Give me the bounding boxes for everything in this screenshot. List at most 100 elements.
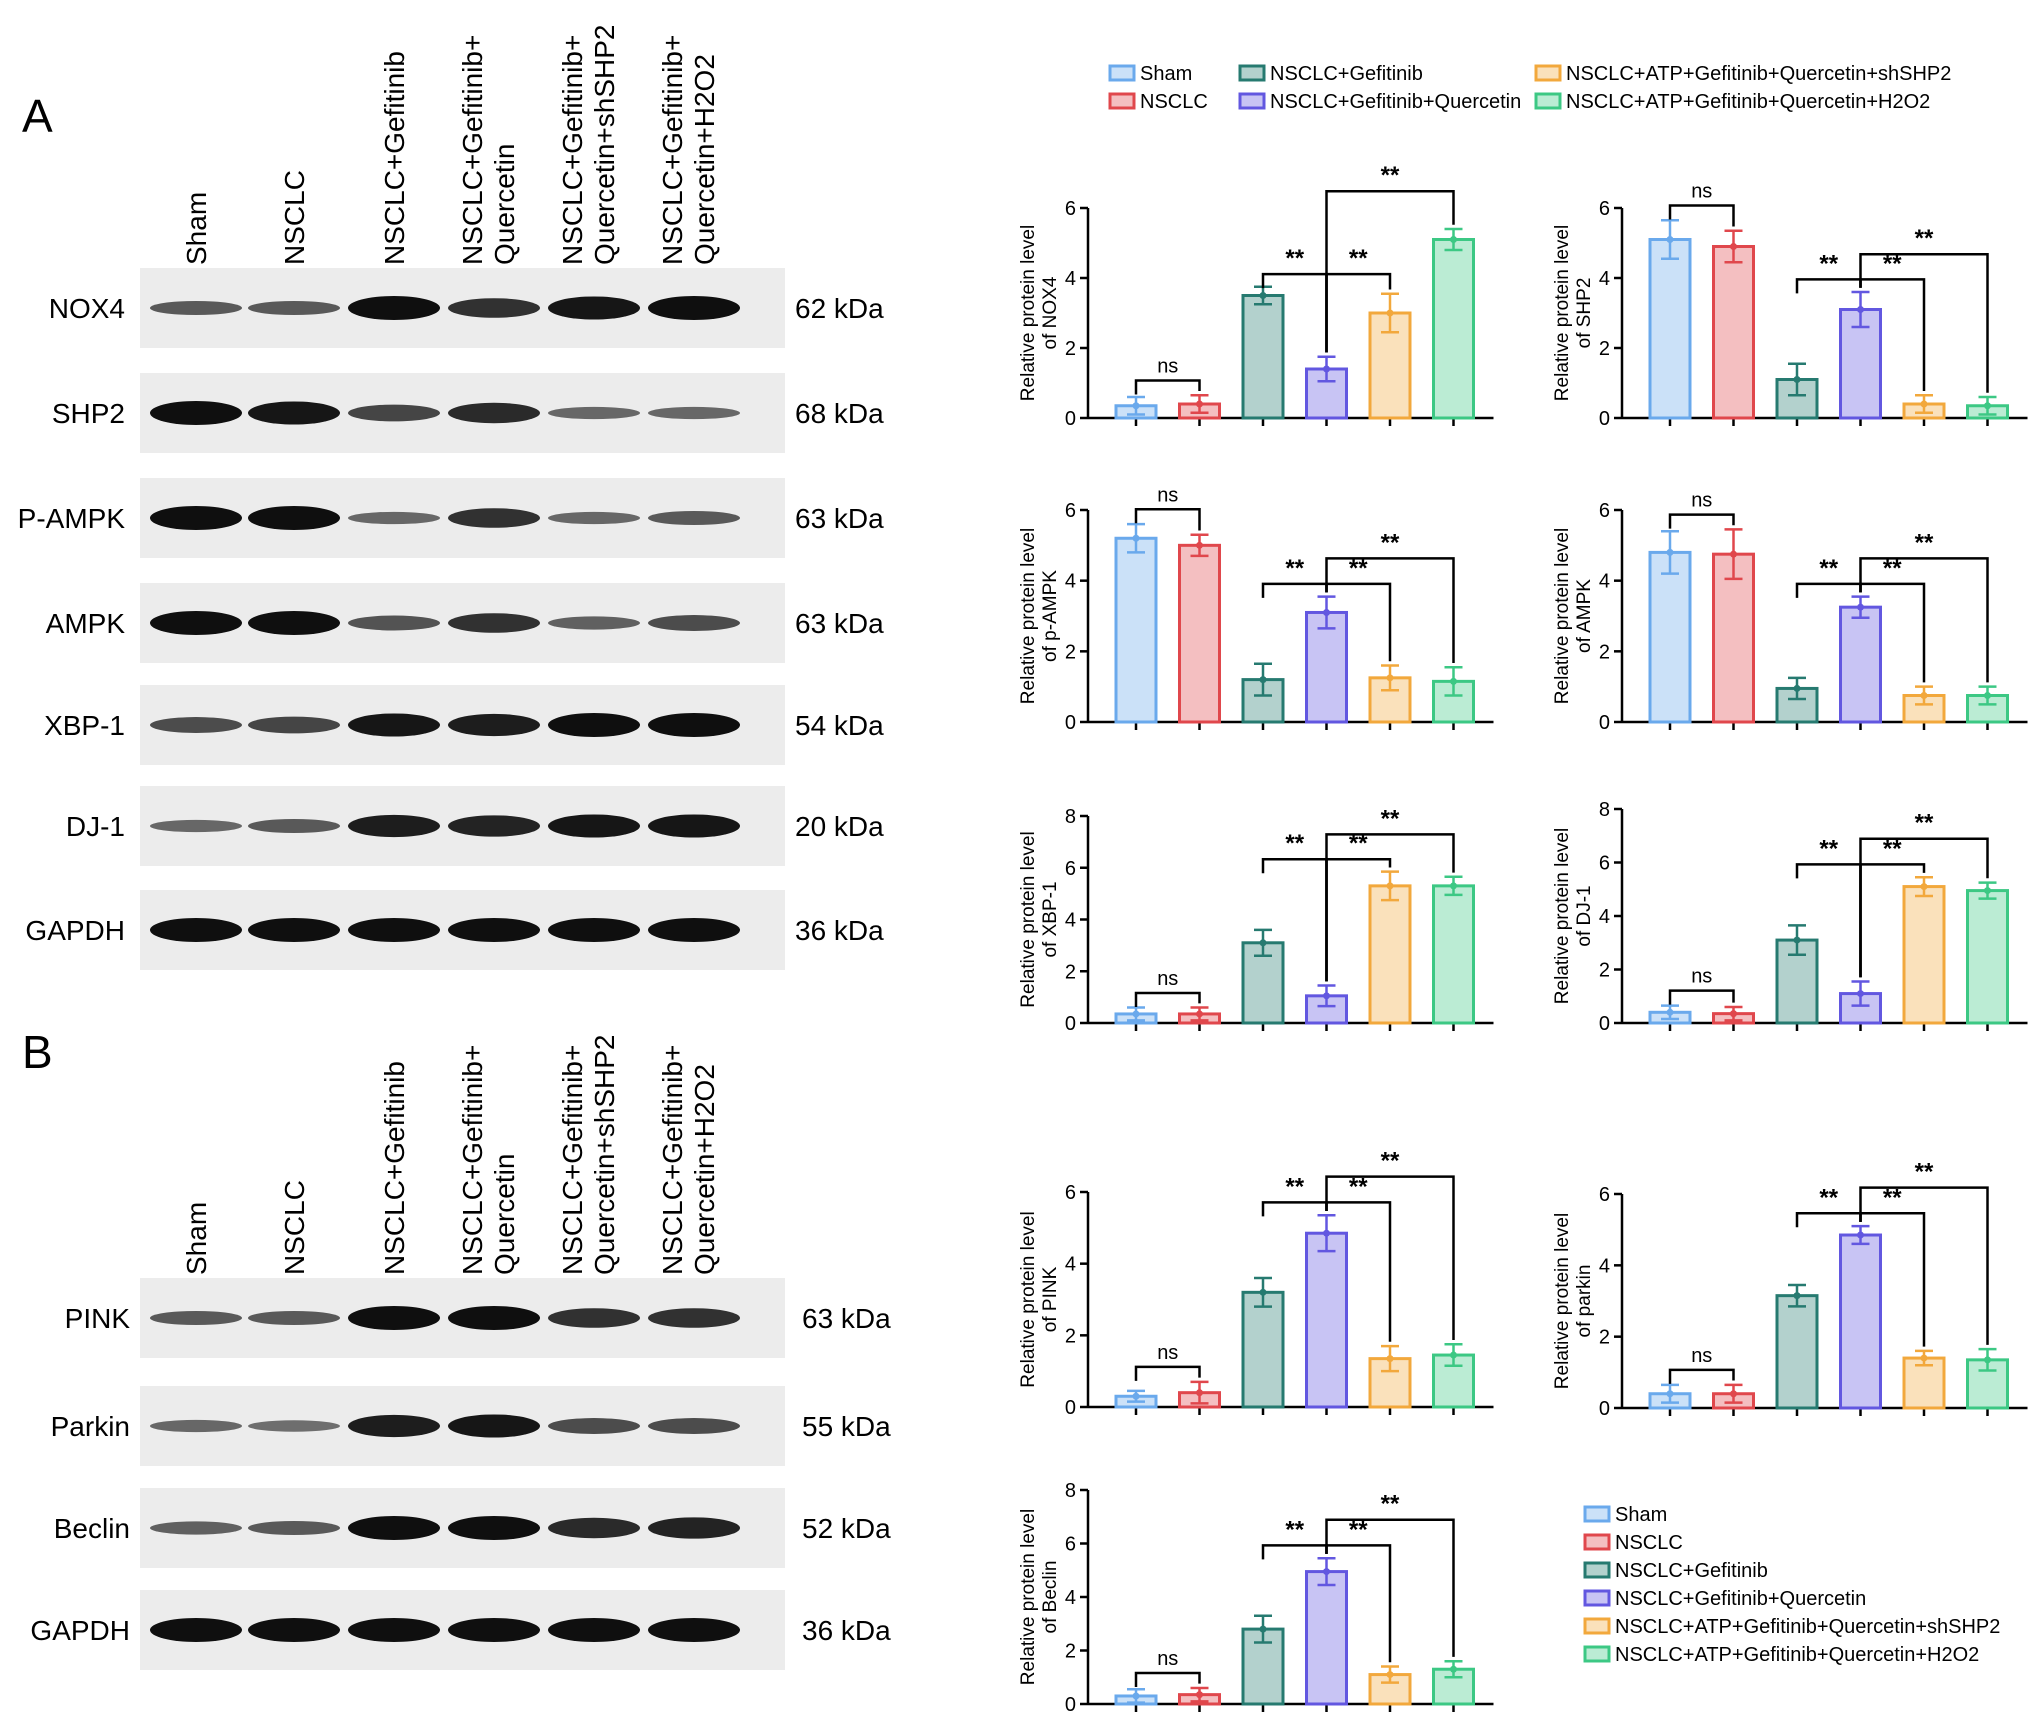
bar-0 xyxy=(1114,536,1158,724)
mean-point xyxy=(1793,1292,1801,1300)
significance-label: ** xyxy=(1381,529,1400,556)
significance-label: ** xyxy=(1381,805,1400,832)
band xyxy=(448,508,540,528)
band xyxy=(448,298,540,318)
bar-0 xyxy=(1648,238,1692,420)
y-tick-label: 6 xyxy=(1065,858,1076,880)
bar-1 xyxy=(1712,552,1755,724)
y-tick-label: 6 xyxy=(1599,1184,1610,1206)
bar-5 xyxy=(1432,238,1475,420)
mean-point xyxy=(1857,990,1864,998)
mean-point xyxy=(1386,1355,1394,1363)
y-axis-label-line: Relative protein level xyxy=(1018,1509,1039,1685)
mean-point xyxy=(1920,883,1928,891)
significance-label: ns xyxy=(1157,484,1178,506)
protein-label-dj-1: DJ-1 xyxy=(66,811,125,842)
mean-point xyxy=(1259,292,1267,299)
significance-label: ** xyxy=(1819,1184,1838,1211)
lane-label-line: Sham xyxy=(181,192,212,265)
bar-3 xyxy=(1839,605,1882,724)
mean-point xyxy=(1450,677,1457,685)
mean-point xyxy=(1450,236,1457,243)
legend-swatch xyxy=(1534,64,1562,82)
band xyxy=(348,296,440,320)
y-axis-label-line: of SHP2 xyxy=(1574,278,1595,349)
y-axis-label: Relative protein levelof XBP-1 xyxy=(1018,831,1061,1007)
significance-label: ** xyxy=(1915,529,1934,556)
kda-label: 55 kDa xyxy=(802,1411,891,1442)
band xyxy=(248,401,340,425)
kda-label: 68 kDa xyxy=(795,398,884,429)
y-axis-label-line: of p-AMPK xyxy=(1040,570,1061,662)
legend-label: NSCLC+ATP+Gefitinib+Quercetin+H2O2 xyxy=(1615,1644,1979,1666)
significance-bracket xyxy=(1325,1518,1455,1657)
significance-bracket xyxy=(1795,1212,1862,1228)
mean-point xyxy=(1323,1229,1330,1237)
band xyxy=(648,713,740,737)
significance-label: ** xyxy=(1285,555,1304,582)
lane-label-line: Quercetin+H2O2 xyxy=(689,54,720,265)
lane-label-line: NSCLC xyxy=(279,1180,310,1275)
bar-4 xyxy=(1902,885,1946,1025)
y-tick-label: 0 xyxy=(1599,1398,1610,1420)
bar-5 xyxy=(1966,694,2009,724)
band xyxy=(248,1420,340,1432)
significance-label: ** xyxy=(1285,1173,1304,1200)
protein-label-gapdh: GAPDH xyxy=(30,1615,130,1646)
mean-point xyxy=(1666,1390,1674,1398)
y-axis-label: Relative protein levelof p-AMPK xyxy=(1018,528,1061,704)
significance-label: ** xyxy=(1349,1173,1368,1200)
mean-point xyxy=(1730,550,1737,558)
lane-label-3: NSCLC+Gefitinib+Quercetin xyxy=(457,35,520,265)
kda-label: 62 kDa xyxy=(795,293,884,324)
y-axis-label-line: Relative protein level xyxy=(1018,1211,1039,1387)
lane-label-line: Sham xyxy=(181,1202,212,1275)
mean-point xyxy=(1857,306,1864,313)
mean-point xyxy=(1984,887,1991,895)
mean-point xyxy=(1132,402,1140,410)
legend-swatch xyxy=(1583,1533,1611,1551)
legend-label: NSCLC+Gefitinib+Quercetin xyxy=(1615,1588,1866,1610)
lane-label-0: Sham xyxy=(181,1202,212,1275)
significance-bracket xyxy=(1668,513,1735,529)
mean-point xyxy=(1323,365,1330,373)
bar-2 xyxy=(1775,1294,1819,1410)
band xyxy=(448,613,540,633)
y-tick-label: 4 xyxy=(1599,268,1610,290)
band xyxy=(648,918,740,942)
legend-label: NSCLC xyxy=(1615,1532,1683,1554)
lane-label-4: NSCLC+Gefitinib+Quercetin+shSHP2 xyxy=(557,1035,620,1275)
band xyxy=(448,1618,540,1642)
protein-label-xbp-1: XBP-1 xyxy=(44,710,125,741)
mean-point xyxy=(1793,936,1801,944)
band xyxy=(248,1310,340,1326)
significance-label: ns xyxy=(1691,966,1712,988)
lane-label-3: NSCLC+Gefitinib+Quercetin xyxy=(457,1045,520,1275)
significance-bracket xyxy=(1325,189,1455,353)
significance-label: ** xyxy=(1381,1491,1400,1518)
significance-label: ** xyxy=(1349,555,1368,582)
y-axis-label-line: Relative protein level xyxy=(1552,528,1573,704)
band xyxy=(448,1414,540,1438)
band xyxy=(548,511,640,525)
mean-point xyxy=(1857,603,1864,611)
band xyxy=(548,1517,640,1539)
significance-label: ** xyxy=(1285,830,1304,857)
y-tick-label: 6 xyxy=(1065,500,1076,522)
significance-label: ns xyxy=(1157,968,1178,990)
western-blot-a: Sham NSCLC NSCLC+Gefitinib NSCLC+Gefitinib+… xyxy=(18,25,884,970)
lane-label-line: Quercetin xyxy=(489,144,520,265)
mean-point xyxy=(1259,1625,1267,1633)
band xyxy=(348,1414,440,1438)
protein-label-pink: PINK xyxy=(65,1303,131,1334)
mean-point xyxy=(1666,1008,1674,1016)
y-tick-label: 2 xyxy=(1065,338,1076,360)
legend-swatch xyxy=(1583,1617,1611,1635)
y-tick-label: 0 xyxy=(1599,712,1610,734)
band xyxy=(648,1418,740,1434)
